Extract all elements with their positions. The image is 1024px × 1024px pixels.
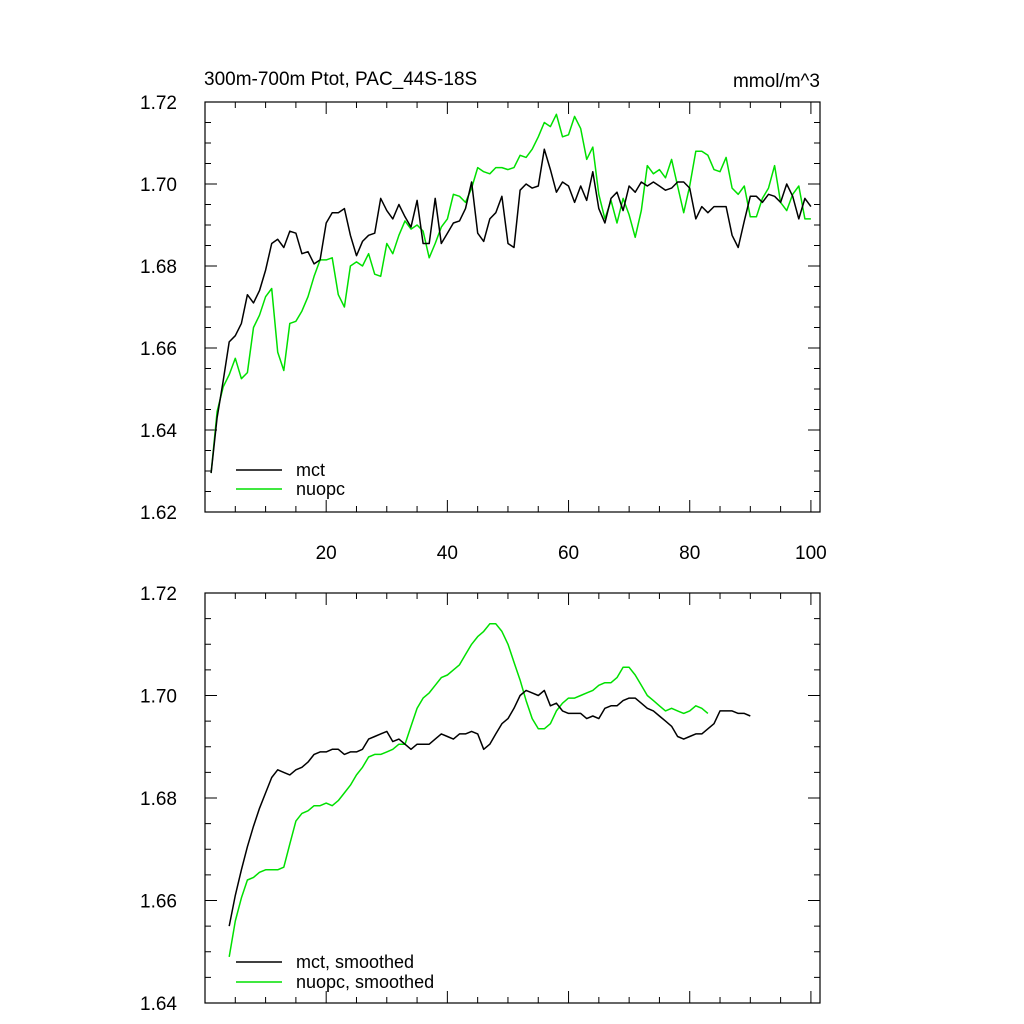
- series-line-nuopc-smoothed: [228, 623, 709, 958]
- units-label: mmol/m^3: [733, 71, 820, 92]
- x-tick-label: 40: [437, 543, 458, 564]
- legend-bottom: mct, smoothed nuopc, smoothed: [236, 952, 434, 992]
- y-tick-label: 1.64: [140, 421, 177, 442]
- plot-frame-bottom: [204, 592, 821, 1004]
- legend-label-nuopc-smoothed: nuopc, smoothed: [296, 972, 434, 992]
- ticks-bottom: 1.64 1.66 1.68 1.70 1.72: [140, 584, 820, 1015]
- legend-top: mct nuopc: [236, 460, 345, 499]
- series-line-mct-smoothed: [228, 689, 751, 927]
- x-tick-label: 20: [316, 543, 337, 564]
- y-tick-label: 1.68: [140, 789, 177, 810]
- y-tick-label: 1.70: [140, 687, 177, 708]
- series-lines-bottom: [228, 623, 751, 958]
- y-tick-label: 1.64: [140, 994, 177, 1015]
- y-tick-label: 1.70: [140, 175, 177, 196]
- series-line-nuopc: [210, 113, 811, 474]
- bottom-panel: 1.64 1.66 1.68 1.70 1.72 mct, smoothed nuopc…: [140, 584, 821, 1015]
- ticks-top: 1.62 1.64 1.66 1.68 1.70 1.72 20 40 60 80 100: [140, 93, 827, 564]
- legend-label-nuopc: nuopc: [296, 479, 345, 499]
- y-tick-label: 1.68: [140, 257, 177, 278]
- y-tick-label: 1.62: [140, 503, 177, 524]
- legend-label-mct: mct: [296, 460, 325, 480]
- y-tick-label: 1.72: [140, 93, 177, 114]
- y-tick-label: 1.72: [140, 584, 177, 605]
- top-panel: 300m-700m Ptot, PAC_44S-18S mmol/m^3 1.6…: [140, 69, 827, 564]
- y-tick-label: 1.66: [140, 339, 177, 360]
- chart-title: 300m-700m Ptot, PAC_44S-18S: [204, 69, 477, 90]
- series-line-mct: [210, 148, 812, 474]
- x-tick-label: 80: [679, 543, 700, 564]
- x-tick-label: 100: [795, 543, 827, 564]
- x-tick-label: 60: [558, 543, 579, 564]
- series-lines-top: [210, 113, 812, 474]
- y-tick-label: 1.66: [140, 892, 177, 913]
- legend-label-mct-smoothed: mct, smoothed: [296, 952, 414, 972]
